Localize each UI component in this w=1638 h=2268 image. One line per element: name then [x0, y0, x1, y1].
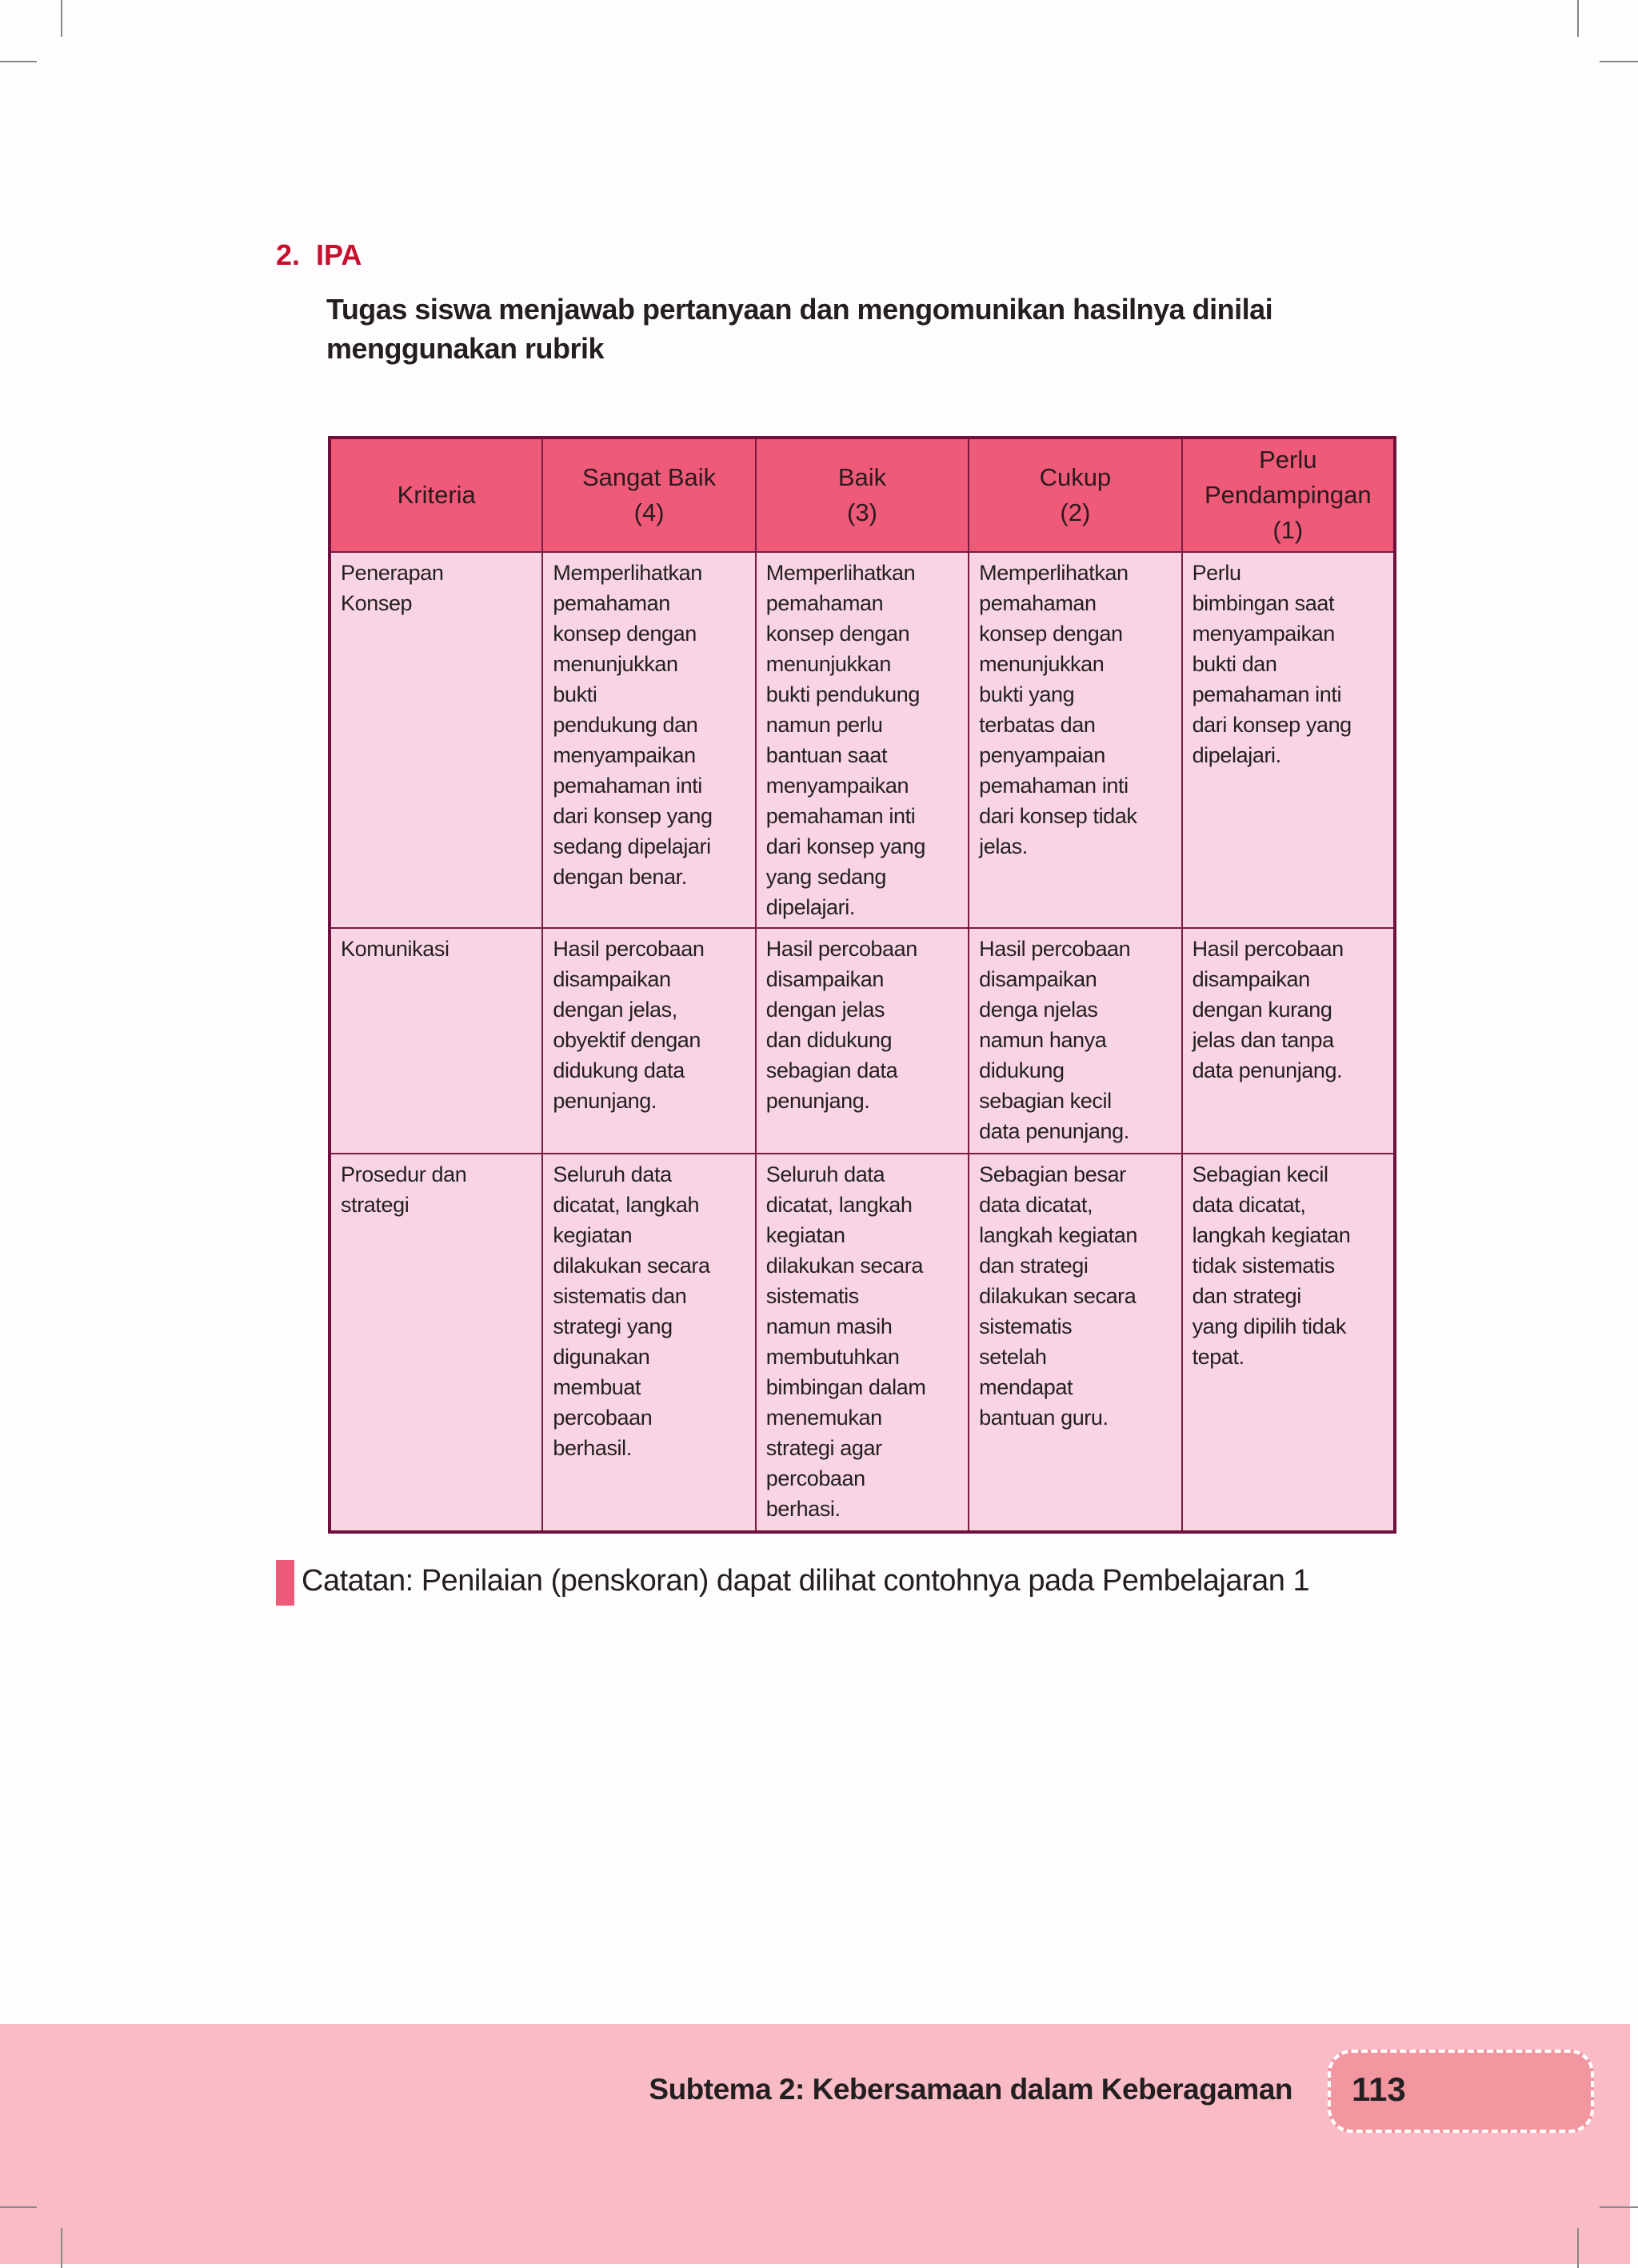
table-cell: Hasil percobaan disampaikan dengan kuran…: [1181, 927, 1396, 1154]
table-cell: Hasil percobaan disampaikan dengan jelas…: [541, 927, 757, 1154]
crop-mark: [0, 2206, 37, 2208]
note-text: Catatan: Penilaian (penskoran) dapat dil…: [302, 1564, 1310, 1598]
table-header-row: Kriteria Sangat Baik (4) Baik (3) Cukup …: [328, 437, 1396, 553]
header-sangat-baik: Sangat Baik (4): [541, 437, 757, 553]
table-cell: Hasil percobaan disampaikan dengan jelas…: [754, 927, 970, 1154]
section-number: 2.: [276, 238, 301, 271]
table-cell: Seluruh data dicatat, langkah kegiatan d…: [754, 1153, 970, 1533]
page-number: 113: [1352, 2070, 1406, 2108]
crop-mark: [61, 0, 62, 37]
crop-mark: [1600, 2206, 1638, 2208]
crop-mark: [61, 2228, 62, 2268]
table-cell: Sebagian besar data dicatat, langkah keg…: [968, 1153, 1183, 1533]
page-number-badge: [1328, 2050, 1594, 2133]
subtheme-title: Subtema 2: Kebersamaan dalam Keberagaman: [649, 2073, 1292, 2106]
header-kriteria: Kriteria: [328, 437, 544, 553]
criterion-cell: Komunikasi: [328, 927, 544, 1154]
table-cell: Perlu bimbingan saat menyampaikan bukti …: [1181, 551, 1396, 929]
table-cell: Memperlihatkan pemahaman konsep dengan m…: [541, 551, 757, 929]
table-cell: Memperlihatkan pemahaman konsep dengan m…: [754, 551, 970, 929]
crop-mark: [1600, 61, 1638, 62]
table-cell: Hasil percobaan disampaikan denga njelas…: [968, 927, 1183, 1154]
rubric-table: Kriteria Sangat Baik (4) Baik (3) Cukup …: [328, 436, 1396, 1534]
table-cell: Sebagian kecil data dicatat, langkah keg…: [1181, 1153, 1396, 1533]
header-perlu-pendampingan: Perlu Pendampingan (1): [1181, 437, 1396, 553]
crop-mark: [0, 61, 37, 62]
section-heading: 2. IPA: [276, 238, 362, 272]
table-cell: Memperlihatkan pemahaman konsep dengan m…: [968, 551, 1183, 929]
table-row: Penerapan Konsep Memperlihatkan pemahama…: [328, 551, 1396, 929]
note-marker: [276, 1560, 294, 1606]
criterion-cell: Prosedur dan strategi: [328, 1153, 544, 1533]
header-baik: Baik (3): [754, 437, 970, 553]
crop-mark: [1577, 0, 1579, 37]
table-row: Komunikasi Hasil percobaan disampaikan d…: [328, 927, 1396, 1154]
table-cell: Seluruh data dicatat, langkah kegiatan d…: [541, 1153, 757, 1533]
header-cukup: Cukup (2): [968, 437, 1183, 553]
table-row: Prosedur dan strategi Seluruh data dicat…: [328, 1153, 1396, 1533]
instruction-text: Tugas siswa menjawab pertanyaan dan meng…: [326, 293, 1273, 365]
section-title: IPA: [316, 238, 362, 271]
criterion-cell: Penerapan Konsep: [328, 551, 544, 929]
crop-mark: [1577, 2228, 1579, 2268]
